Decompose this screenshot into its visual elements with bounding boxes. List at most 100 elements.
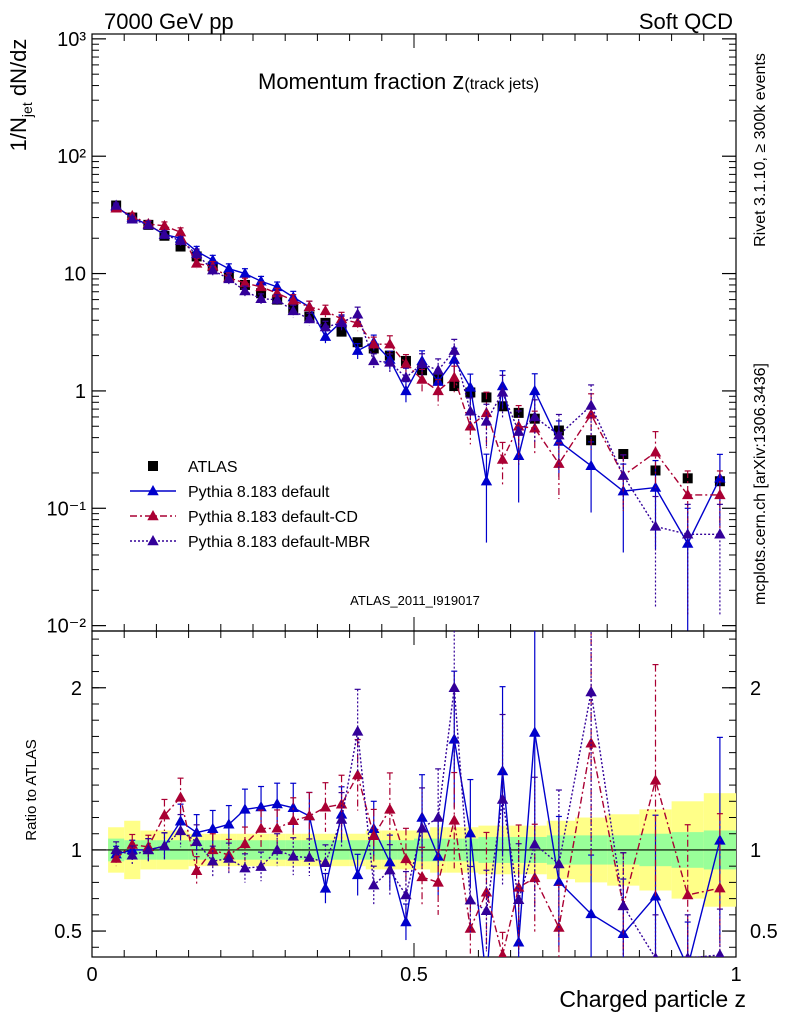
- mc-point-cd: [432, 384, 444, 396]
- ratio-tick-label-right: 0.5: [750, 921, 778, 943]
- ratio-point-default: [448, 733, 460, 744]
- ratio-point-cd: [682, 889, 694, 900]
- mc-point-cd: [368, 338, 380, 349]
- ratio-point-mbr: [617, 899, 629, 911]
- ratio-point-default: [190, 826, 203, 837]
- ratio-point-mbr: [335, 813, 348, 824]
- chart-title-sub: (track jets): [464, 76, 539, 93]
- data-point: [352, 337, 363, 348]
- chart-title-z: z: [452, 68, 464, 95]
- legend-marker-atlas: [148, 461, 158, 471]
- ratio-point-cd: [255, 822, 267, 833]
- ratio-point-cd: [319, 801, 332, 812]
- ratio-point-cd: [174, 791, 187, 802]
- ratio-point-mbr: [496, 793, 509, 804]
- ratio-point-mbr: [158, 840, 171, 851]
- ratio-point-default: [351, 868, 364, 880]
- mc-point-default: [682, 537, 694, 548]
- ratio-point-mbr: [223, 852, 235, 863]
- mc-point-cd: [649, 446, 662, 457]
- data-point: [618, 449, 629, 460]
- mc-point-mbr: [207, 264, 219, 275]
- mc-point-cd: [416, 373, 428, 384]
- mc-point-mbr: [529, 410, 541, 422]
- ratio-point-default: [126, 843, 138, 855]
- side-label-top: Rivet 3.1.10, ≥ 300k events: [752, 53, 769, 247]
- mc-point-default: [239, 267, 251, 278]
- ratio-point-cd: [368, 829, 380, 841]
- ratio-point-mbr: [553, 858, 565, 869]
- ratio-point-cd: [498, 949, 507, 957]
- analysis-id: ATLAS_2011_I919017: [350, 593, 480, 608]
- ratio-point-mbr: [416, 822, 428, 833]
- ratio-panel: 0 0.5 10.5 0.51 12 2: [54, 630, 778, 986]
- ratio-point-default: [682, 961, 693, 971]
- ratio-point-mbr: [319, 856, 332, 867]
- ratio-point-cd: [649, 774, 662, 785]
- mc-point-default: [351, 344, 364, 355]
- mc-point-cd: [255, 280, 267, 292]
- ratio-point-cd: [714, 882, 726, 893]
- ylabel-part-3: dN/dz: [6, 39, 31, 103]
- ratio-tick-label-right: 2: [750, 678, 761, 700]
- ratio-point-cd: [271, 822, 283, 833]
- ratio-point-cd: [207, 843, 219, 855]
- ratio-point-default: [400, 916, 412, 927]
- ratio-point-cd: [448, 814, 460, 825]
- ratio-tick-label: 0.5: [54, 921, 82, 943]
- mc-point-cd: [448, 371, 460, 382]
- upper-content: [110, 199, 726, 631]
- ratio-point-cd: [239, 837, 251, 849]
- legend: ATLAS Pythia 8.183 default Pythia 8.183 de…: [130, 459, 370, 551]
- mc-point-mbr: [239, 285, 251, 296]
- mc-point-mbr: [303, 313, 316, 324]
- mc-point-default: [223, 262, 235, 273]
- ratio-point-mbr: [351, 725, 364, 736]
- ratio-point-mbr: [480, 904, 493, 915]
- mc-point-cd: [714, 488, 726, 500]
- ratio-point-mbr: [400, 889, 412, 900]
- mc-point-cd: [351, 316, 364, 328]
- mc-line-cd: [115, 207, 720, 496]
- mc-point-mbr: [384, 356, 396, 367]
- ratio-point-mbr: [684, 952, 691, 957]
- mc-point-cd: [174, 226, 187, 237]
- ratio-point-mbr: [303, 851, 316, 862]
- ratio-point-mbr: [255, 860, 267, 871]
- ratio-point-cd: [432, 876, 444, 887]
- chart-title-main: Momentum fraction: [258, 69, 452, 94]
- data-point: [682, 473, 693, 484]
- mc-point-mbr: [400, 371, 412, 382]
- ratio-point-default: [496, 765, 509, 776]
- mc-point-mbr: [271, 293, 283, 304]
- ratio-point-default: [287, 801, 299, 812]
- mc-point-mbr: [416, 357, 428, 369]
- legend-marker-cd: [147, 510, 159, 521]
- side-label-bottom: mcplots.cern.ch [arXiv:1306.3436]: [752, 363, 769, 605]
- mc-point-mbr: [617, 469, 629, 480]
- mc-point-cd: [512, 420, 525, 431]
- ratio-point-cd: [351, 769, 364, 780]
- ratio-content: [92, 631, 736, 971]
- mc-point-mbr: [335, 316, 348, 328]
- legend-label: Pythia 8.183 default-CD: [188, 509, 358, 526]
- legend-label: Pythia 8.183 default: [188, 484, 330, 501]
- ratio-point-mbr: [126, 849, 138, 860]
- ratio-point-mbr: [512, 893, 525, 905]
- chart-title: Momentum fraction z(track jets): [258, 68, 539, 95]
- mc-point-cd: [496, 453, 509, 464]
- x-axis-label: Charged particle z: [559, 986, 746, 1012]
- mc-point-cd: [682, 488, 694, 500]
- data-point: [336, 326, 347, 337]
- ylabel-part-2: jet: [19, 102, 35, 118]
- ratio-tick-label: 2: [71, 678, 82, 700]
- mc-point-cd: [239, 277, 251, 288]
- y-axis-label-ratio: Ratio to ATLAS: [23, 739, 40, 840]
- ratio-point-cd: [585, 737, 597, 748]
- y-axis-label-top: 1/Njet dN/dz: [6, 39, 35, 152]
- mc-point-cd: [464, 420, 477, 431]
- mc-point-mbr: [432, 364, 444, 375]
- legend-label: Pythia 8.183 default-MBR: [188, 534, 370, 551]
- mc-point-mbr: [110, 199, 122, 210]
